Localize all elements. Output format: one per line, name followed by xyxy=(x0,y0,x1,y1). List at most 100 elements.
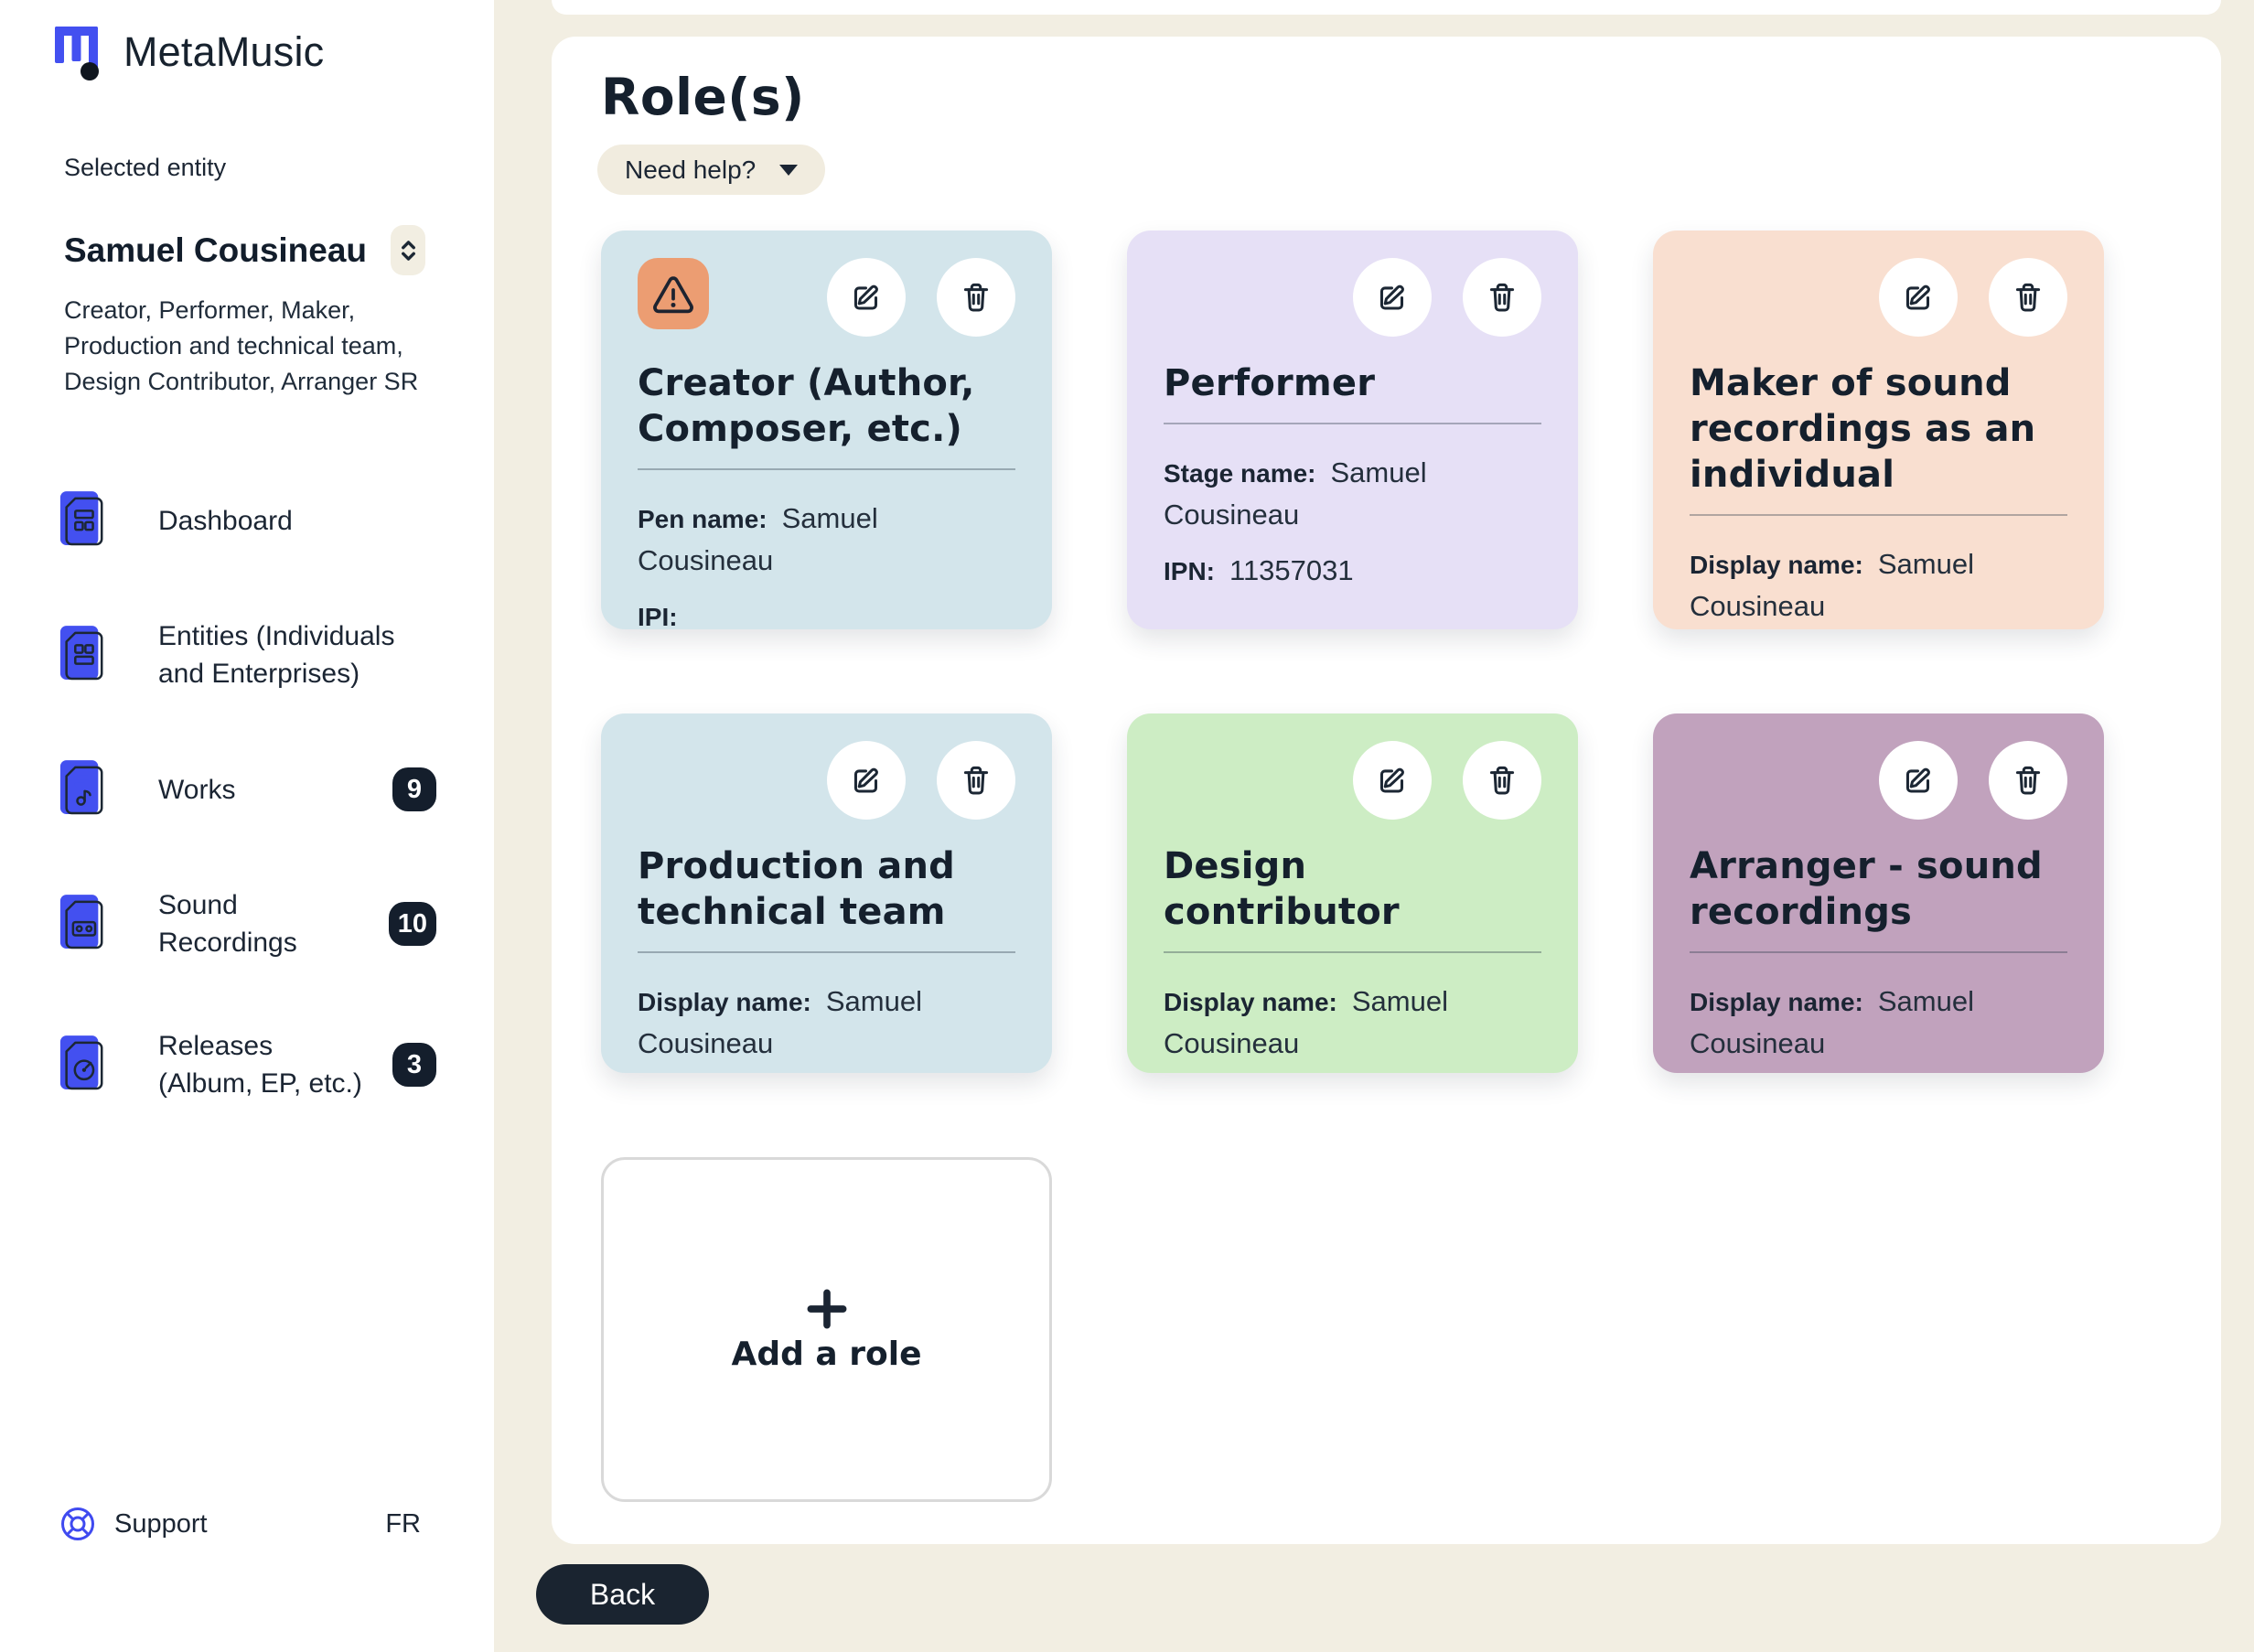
field-value: Samuel Cousineau xyxy=(1690,985,1974,1059)
plus-icon xyxy=(807,1289,846,1329)
sidebar-item-dashboard[interactable]: Dashboard xyxy=(58,489,436,552)
role-card-title: Creator (Author, Composer, etc.) xyxy=(638,362,975,450)
sidebar-item-label: Dashboard xyxy=(158,505,293,536)
role-card-title: Arranger - sound recordings xyxy=(1690,845,2043,933)
sidebar-item-sound-recordings[interactable]: Sound Recordings 10 xyxy=(58,886,436,961)
edit-role-button[interactable] xyxy=(827,258,906,337)
sidebar: MetaMusic Selected entity Samuel Cousine… xyxy=(0,0,494,1652)
warning-icon xyxy=(638,258,709,329)
need-help-label: Need help? xyxy=(625,155,757,184)
divider xyxy=(638,468,1015,470)
field-label: Display name: xyxy=(1164,988,1337,1016)
field-value: Samuel Cousineau xyxy=(638,502,878,576)
sidebar-item-releases[interactable]: Releases (Album, EP, etc.) 3 xyxy=(58,1027,436,1102)
role-card-creator: Creator (Author, Composer, etc.) Pen nam… xyxy=(601,231,1052,631)
edit-role-button[interactable] xyxy=(1353,258,1432,337)
field-value: Samuel Cousineau xyxy=(1164,456,1427,531)
field-label: Display name: xyxy=(1690,551,1863,579)
role-card-maker-sound-recordings: Maker of sound recordings as an individu… xyxy=(1653,231,2104,629)
lifebuoy-icon xyxy=(61,1507,94,1540)
role-card-title: Performer xyxy=(1164,362,1376,404)
role-field: Display name: Samuel Cousineau xyxy=(1690,543,2067,627)
role-card-title: Design contributor xyxy=(1164,845,1400,933)
sidebar-nav: Dashboard Entities (Individuals and Ente… xyxy=(58,489,436,1168)
sidebar-item-entities[interactable]: Entities (Individuals and Enterprises) xyxy=(58,617,436,692)
roles-panel: Role(s) Need help? Creator (Author, Comp… xyxy=(552,37,2221,1544)
role-field: Display name: Samuel Cousineau xyxy=(638,981,1015,1064)
edit-role-button[interactable] xyxy=(1879,258,1958,337)
role-card-fields: Display name: Samuel Cousineau xyxy=(1164,981,1541,1064)
app-logo[interactable]: MetaMusic xyxy=(52,24,324,86)
divider xyxy=(1164,951,1541,953)
page-title: Role(s) xyxy=(601,68,805,126)
field-value: Samuel Cousineau xyxy=(1690,548,1974,622)
role-card-title: Maker of sound recordings as an individu… xyxy=(1690,362,2036,496)
card-actions xyxy=(1164,741,1541,820)
field-value: 11357031 xyxy=(1229,554,1354,586)
support-link[interactable]: Support xyxy=(58,1504,208,1544)
document-icon xyxy=(58,1034,107,1096)
entity-roles-summary: Creator, Performer, Maker, Production an… xyxy=(64,296,419,395)
document-icon xyxy=(58,758,107,821)
role-card-fields: Display name: Samuel Cousineau xyxy=(638,981,1015,1064)
divider xyxy=(1690,514,2067,516)
field-label: Display name: xyxy=(1690,988,1863,1016)
card-actions xyxy=(638,741,1015,820)
metamusic-logo-icon xyxy=(52,24,103,86)
chevron-down-icon xyxy=(779,164,799,176)
role-card-fields: Display name: Samuel Cousineau xyxy=(1690,981,2067,1064)
role-field: IPI: xyxy=(638,595,1015,638)
role-card-fields: Pen name: Samuel Cousineau IPI: xyxy=(638,498,1015,638)
app-title: MetaMusic xyxy=(123,28,325,75)
document-icon xyxy=(58,893,107,955)
need-help-dropdown[interactable]: Need help? xyxy=(597,145,826,195)
sidebar-item-label: Works xyxy=(158,774,236,805)
role-cards-grid: Creator (Author, Composer, etc.) Pen nam… xyxy=(601,231,2104,1502)
delete-role-button[interactable] xyxy=(937,258,1015,337)
field-label: Display name: xyxy=(638,988,811,1016)
language-toggle[interactable]: FR xyxy=(385,1508,421,1539)
delete-role-button[interactable] xyxy=(1989,258,2067,337)
delete-role-button[interactable] xyxy=(1463,258,1541,337)
role-card-design-contributor: Design contributor Display name: Samuel C… xyxy=(1127,713,1578,1073)
role-card-arranger-sound-recordings: Arranger - sound recordings Display name… xyxy=(1653,713,2104,1073)
edit-role-button[interactable] xyxy=(827,741,906,820)
up-down-chevron-icon xyxy=(401,240,415,261)
field-label: Stage name: xyxy=(1164,459,1316,488)
back-button[interactable]: Back xyxy=(536,1564,709,1625)
divider xyxy=(638,951,1015,953)
count-badge: 3 xyxy=(392,1043,436,1087)
field-label: IPN: xyxy=(1164,557,1215,585)
sidebar-item-label: Releases (Album, EP, etc.) xyxy=(158,1031,362,1099)
role-field: Display name: Samuel Cousineau xyxy=(1690,981,2067,1064)
document-icon xyxy=(58,489,107,552)
role-field: Stage name: Samuel Cousineau xyxy=(1164,452,1541,535)
role-card-production-technical-team: Production and technical team Display na… xyxy=(601,713,1052,1073)
count-badge: 9 xyxy=(392,767,436,811)
support-label: Support xyxy=(114,1508,208,1539)
previous-panel-edge xyxy=(552,0,2221,15)
divider xyxy=(1164,423,1541,424)
add-role-card[interactable]: Add a role xyxy=(601,1157,1052,1502)
entity-selector: Samuel Cousineau xyxy=(64,225,426,275)
role-field: Display name: Samuel Cousineau xyxy=(1164,981,1541,1064)
document-icon xyxy=(58,624,107,686)
sidebar-item-label: Sound Recordings xyxy=(158,890,297,958)
role-card-fields: Stage name: Samuel Cousineau IPN: 11357031 xyxy=(1164,452,1541,592)
count-badge: 10 xyxy=(388,902,436,946)
card-actions xyxy=(638,258,1015,337)
edit-role-button[interactable] xyxy=(1879,741,1958,820)
sidebar-item-works[interactable]: Works 9 xyxy=(58,758,436,821)
delete-role-button[interactable] xyxy=(937,741,1015,820)
role-field: Pen name: Samuel Cousineau xyxy=(638,498,1015,581)
add-role-label: Add a role xyxy=(731,1336,922,1373)
delete-role-button[interactable] xyxy=(1989,741,2067,820)
field-label: IPI: xyxy=(638,603,678,631)
card-actions xyxy=(1690,741,2067,820)
card-actions xyxy=(1164,258,1541,337)
entity-switcher-button[interactable] xyxy=(391,225,426,275)
delete-role-button[interactable] xyxy=(1463,741,1541,820)
edit-role-button[interactable] xyxy=(1353,741,1432,820)
selected-entity-label: Selected entity xyxy=(64,154,227,181)
sidebar-footer: Support FR xyxy=(58,1504,421,1544)
